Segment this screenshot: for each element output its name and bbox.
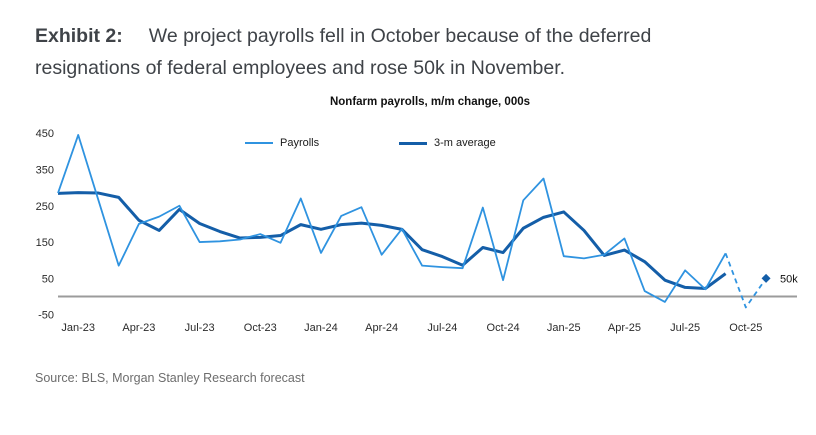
x-axis-label: Oct-25	[729, 322, 762, 334]
x-axis-label: Jan-25	[547, 322, 581, 334]
three-month-average-line	[57, 191, 727, 291]
x-axis-label: Jul-24	[427, 322, 457, 334]
x-axis-label: Jan-23	[61, 322, 95, 334]
y-axis-label: 450	[36, 128, 54, 140]
chart-legend: Payrolls 3-m average	[0, 136, 816, 152]
three-month-average-line-swatch	[399, 141, 427, 145]
x-axis-label: Jul-23	[185, 322, 215, 334]
payrolls-line	[57, 134, 727, 303]
legend-item-payrolls: Payrolls	[245, 136, 319, 150]
x-axis-label: Apr-23	[122, 322, 155, 334]
payrolls-forecast-line	[724, 252, 767, 309]
legend-label-payrolls: Payrolls	[280, 137, 320, 149]
x-axis-label: Jul-25	[670, 322, 700, 334]
x-axis-label: Apr-25	[608, 322, 641, 334]
exhibit-label: Exhibit 2:	[35, 25, 123, 47]
exhibit-header: Exhibit 2: We project payrolls fell in Oc…	[35, 20, 725, 84]
y-axis-label: 50	[42, 273, 54, 285]
y-axis-label: 150	[36, 237, 54, 249]
x-axis-label: Apr-24	[365, 322, 398, 334]
x-axis-label: Oct-23	[244, 322, 277, 334]
forecast-diamond-marker	[761, 273, 771, 283]
payrolls-line-swatch	[245, 142, 273, 144]
exhibit-description: We project payrolls fell in October beca…	[35, 25, 652, 79]
source-note: Source: BLS, Morgan Stanley Research for…	[35, 371, 305, 385]
chart-title: Nonfarm payrolls, m/m change, 000s	[329, 96, 531, 108]
y-axis-label: 250	[36, 201, 54, 213]
legend-label-3m-average: 3-m average	[434, 137, 496, 149]
payrolls-chart-plot: 50k 450 350 250 150 50 -50 Jan-23 Apr-23 Jul-23 Oc…	[36, 128, 799, 334]
x-axis-label: Jan-24	[304, 322, 338, 334]
y-axis-label: 350	[36, 164, 54, 176]
x-axis-label: Oct-24	[487, 322, 520, 334]
forecast-annotation: 50k	[780, 273, 798, 285]
y-axis-label: -50	[38, 310, 54, 322]
legend-item-3m-average: 3-m average	[399, 136, 496, 150]
